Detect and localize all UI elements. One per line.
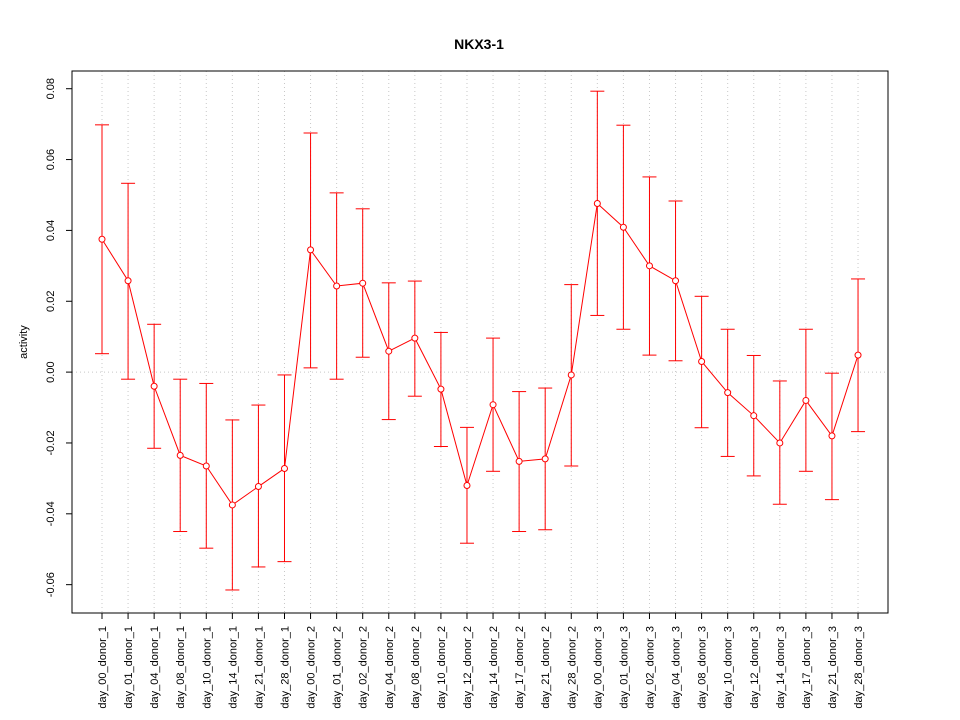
data-point (593, 199, 601, 207)
y-axis-label: activity (18, 325, 30, 359)
x-axis: day_00_donor_1 day_01_donor_1 day_04_donor… (97, 612, 865, 709)
data-point (98, 235, 106, 243)
data-point (411, 334, 419, 342)
data-point (202, 462, 210, 470)
x-tick-label: day_08_donor_2 (410, 626, 422, 709)
series-line (101, 202, 859, 506)
y-tick-label: 0.04 (45, 220, 57, 241)
y-tick-label: 0.06 (45, 149, 57, 170)
x-tick-label: day_02_donor_2 (358, 626, 370, 709)
data-point (333, 282, 341, 290)
data-point (698, 357, 706, 365)
chart-title: NKX3-1 (454, 36, 504, 52)
data-point (567, 371, 575, 379)
data-point (280, 464, 288, 472)
data-point (150, 382, 158, 390)
x-tick-label: day_00_donor_3 (592, 626, 604, 709)
x-tick-label: day_10_donor_1 (201, 626, 213, 709)
x-tick-label: day_04_donor_2 (384, 626, 396, 709)
x-tick-label: day_04_donor_3 (671, 626, 683, 709)
grid (72, 71, 888, 613)
data-point (515, 457, 523, 465)
y-tick-label: 0.08 (45, 78, 57, 99)
y-tick-label: -0.04 (45, 501, 57, 526)
data-point (463, 481, 471, 489)
data-point (228, 501, 236, 509)
x-tick-label: day_14_donor_2 (488, 626, 500, 709)
x-tick-label: day_00_donor_2 (306, 626, 318, 709)
data-point (802, 396, 810, 404)
x-tick-label: day_21_donor_1 (253, 626, 265, 709)
x-tick-label: day_28_donor_1 (279, 626, 291, 709)
x-tick-label: day_17_donor_3 (801, 626, 813, 709)
data-point (724, 389, 732, 397)
x-tick-label: day_21_donor_3 (827, 626, 839, 709)
x-tick-label: day_01_donor_1 (123, 626, 135, 709)
x-tick-label: day_12_donor_2 (462, 626, 474, 709)
data-point (619, 223, 627, 231)
data-point (645, 262, 653, 270)
data-point (437, 385, 445, 393)
data-point (489, 401, 497, 409)
x-tick-label: day_14_donor_1 (227, 626, 239, 709)
data-point (828, 432, 836, 440)
x-tick-label: day_21_donor_2 (540, 626, 552, 709)
data-point (672, 277, 680, 285)
x-tick-label: day_28_donor_3 (853, 626, 865, 709)
x-tick-label: day_08_donor_3 (697, 626, 709, 709)
x-tick-label: day_00_donor_1 (97, 626, 109, 709)
data-point (359, 279, 367, 287)
x-tick-label: day_02_donor_3 (644, 626, 656, 709)
x-tick-label: day_01_donor_2 (332, 626, 344, 709)
data-point (750, 412, 758, 420)
data-point (776, 439, 784, 447)
y-axis: -0.06 -0.04 -0.02 0.00 0.02 0.04 0.06 0.08 (45, 78, 72, 597)
x-tick-label: day_01_donor_3 (618, 626, 630, 709)
plot-frame (71, 70, 889, 614)
x-tick-label: day_08_donor_1 (175, 626, 187, 709)
y-tick-label: 0.02 (45, 291, 57, 312)
x-tick-label: day_10_donor_2 (436, 626, 448, 709)
data-point (307, 246, 315, 254)
x-tick-label: day_12_donor_3 (749, 626, 761, 709)
x-tick-label: day_04_donor_1 (149, 626, 161, 709)
data-point (541, 455, 549, 463)
data-point (854, 351, 862, 359)
x-tick-label: day_28_donor_2 (566, 626, 578, 709)
error-bars (95, 90, 866, 591)
x-tick-label: day_17_donor_2 (514, 626, 526, 709)
data-point (124, 277, 132, 285)
y-tick-label: 0.00 (45, 361, 57, 382)
y-tick-label: -0.02 (45, 430, 57, 455)
data-point (254, 483, 262, 491)
y-tick-label: -0.06 (45, 572, 57, 597)
data-point (385, 347, 393, 355)
data-point (176, 451, 184, 459)
series (98, 199, 862, 509)
x-tick-label: day_14_donor_3 (775, 626, 787, 709)
x-tick-label: day_10_donor_3 (723, 626, 735, 709)
